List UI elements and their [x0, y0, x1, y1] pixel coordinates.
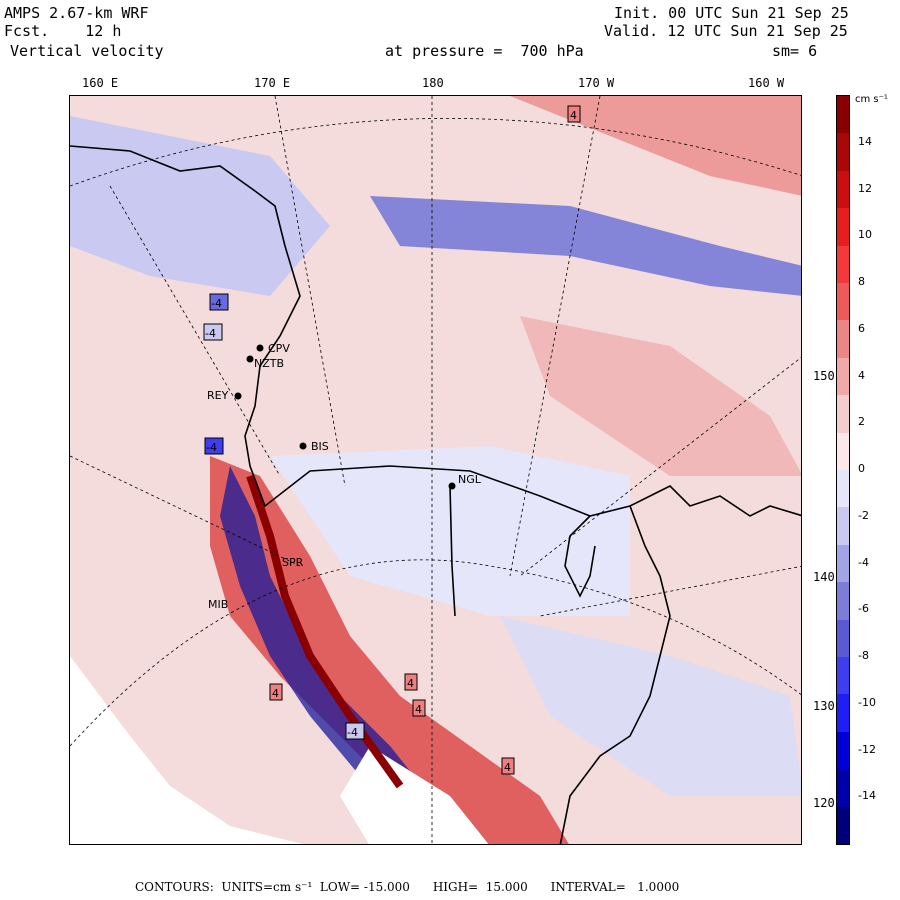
station-dot-nztb [246, 355, 254, 363]
west-negative-region [70, 116, 330, 296]
ross-ice-shelf-shading [270, 446, 630, 616]
map-svg: CPV NZTB REY BIS NGL SPR MIB 4 -4 -4 -4 … [70, 96, 801, 844]
colorbar [836, 95, 850, 845]
colorbar-segment [837, 432, 849, 471]
model-title: AMPS 2.67-km WRF [4, 4, 149, 22]
contour-label-neg-2: -4 [205, 327, 216, 340]
colorbar-segment [837, 507, 849, 546]
colorbar-segment [837, 806, 849, 845]
colorbar-segment [837, 133, 849, 172]
colorbar-segment [837, 320, 849, 359]
lon-label-160w: 160 W [748, 76, 785, 90]
colorbar-segment [837, 470, 849, 508]
coastline [70, 145, 801, 844]
colorbar-tick-label: -4 [858, 555, 869, 569]
colorbar-tick-label: -2 [858, 508, 869, 522]
colorbar-tick-label: 12 [858, 181, 872, 195]
contour-label-box-neg [209, 293, 229, 311]
lon-label-170e: 170 E [254, 76, 291, 90]
contour-label-box-pos-5 [501, 757, 515, 775]
station-dot-rey [234, 392, 242, 400]
colorbar-segment [837, 357, 849, 396]
contour-label-box-neg-3 [204, 437, 224, 455]
colorbar-tick-label: 14 [858, 134, 872, 148]
colorbar-tick-label: -14 [858, 789, 876, 803]
contour-labels: 4 -4 -4 -4 4 4 4 -4 4 [203, 105, 581, 775]
colorbar-segment [837, 731, 849, 770]
colorbar-tick-label: 0 [858, 462, 865, 475]
colorbar-tick-label: 6 [858, 321, 865, 335]
colorbar-tick-label: 4 [858, 368, 865, 382]
station-bis: BIS [311, 440, 329, 453]
upper-positive-band [510, 96, 801, 196]
contour-label-box-pos [567, 105, 581, 123]
mountain-positive-band [210, 456, 569, 844]
init-time: Init. 00 UTC Sun 21 Sep 25 [614, 4, 849, 22]
colorbar-segment [837, 245, 849, 284]
colorbar-tick-label: -8 [858, 649, 869, 662]
contour-label-neg-4: -4 [347, 726, 358, 739]
colorbar-segment [837, 208, 849, 247]
valid-time: Valid. 12 UTC Sun 21 Sep 25 [604, 22, 848, 40]
colorbar-segment [837, 694, 849, 733]
station-mib: MIB [208, 598, 228, 611]
station-spr: SPR [282, 556, 304, 569]
colorbar-segment [837, 657, 849, 695]
high-terrain-mask [340, 746, 489, 844]
station-nztb: NZTB [254, 357, 284, 370]
outside-domain [70, 656, 302, 844]
colorbar-tick-label: -10 [858, 695, 876, 709]
contour-label-box-neg-4 [345, 722, 365, 740]
contour-label-pos-1: 4 [570, 109, 577, 122]
colorbar-segment [837, 283, 849, 321]
contour-label-box-pos-4 [412, 699, 426, 717]
colorbar-unit: cm s⁻¹ [855, 94, 888, 105]
variable-name: Vertical velocity [10, 42, 164, 60]
contour-label-pos-5: 4 [504, 761, 511, 774]
contour-label-box-neg-2 [203, 323, 223, 341]
lon-label-180: 180 [422, 76, 444, 90]
contour-label-neg-1: -4 [211, 297, 222, 310]
contour-label-pos-3: 4 [407, 677, 414, 690]
station-ngl: NGL [458, 473, 482, 486]
station-dot-bis [299, 442, 307, 450]
station-markers: CPV NZTB REY BIS NGL SPR MIB [207, 342, 482, 611]
contour-label-box-pos-3 [404, 673, 418, 691]
pressure-level: at pressure = 700 hPa [385, 42, 584, 60]
colorbar-segment [837, 96, 849, 134]
colorbar-segment [837, 582, 849, 621]
colorbar-tick-label: 2 [858, 415, 865, 429]
contour-label-box-pos-2 [269, 683, 283, 701]
colorbar-segment [837, 544, 849, 583]
station-dot-ngl [448, 482, 456, 490]
contour-label-pos-2: 4 [272, 687, 279, 700]
lon-label-160e: 160 E [82, 76, 119, 90]
colorbar-tick-label: 10 [858, 228, 872, 242]
contour-label-pos-4: 4 [415, 703, 422, 716]
colorbar-segment [837, 395, 849, 434]
colorbar-tick-label: -6 [858, 602, 869, 616]
forecast-hour: Fcst. 12 h [4, 22, 122, 40]
smoothing: sm= 6 [772, 42, 818, 60]
lon-label-170w: 170 W [578, 76, 615, 90]
upper-negative-band [370, 196, 801, 296]
graticule [70, 96, 801, 844]
velocity-map: CPV NZTB REY BIS NGL SPR MIB 4 -4 -4 -4 … [69, 95, 802, 845]
station-cpv: CPV [268, 342, 290, 355]
contour-label-neg-3: -4 [206, 441, 217, 454]
colorbar-segment [837, 619, 849, 658]
contour-info: CONTOURS: UNITS=cm s⁻¹ LOW= -15.000 HIGH… [135, 880, 680, 894]
station-dot-cpv [256, 344, 264, 352]
lower-negative-region [500, 616, 801, 796]
colorbar-tick-label: -12 [858, 742, 876, 756]
colorbar-segment [837, 769, 849, 808]
mid-positive-region [520, 316, 801, 476]
colorbar-tick-label: 8 [858, 275, 865, 288]
station-rey: REY [207, 389, 229, 402]
colorbar-segment [837, 170, 849, 209]
